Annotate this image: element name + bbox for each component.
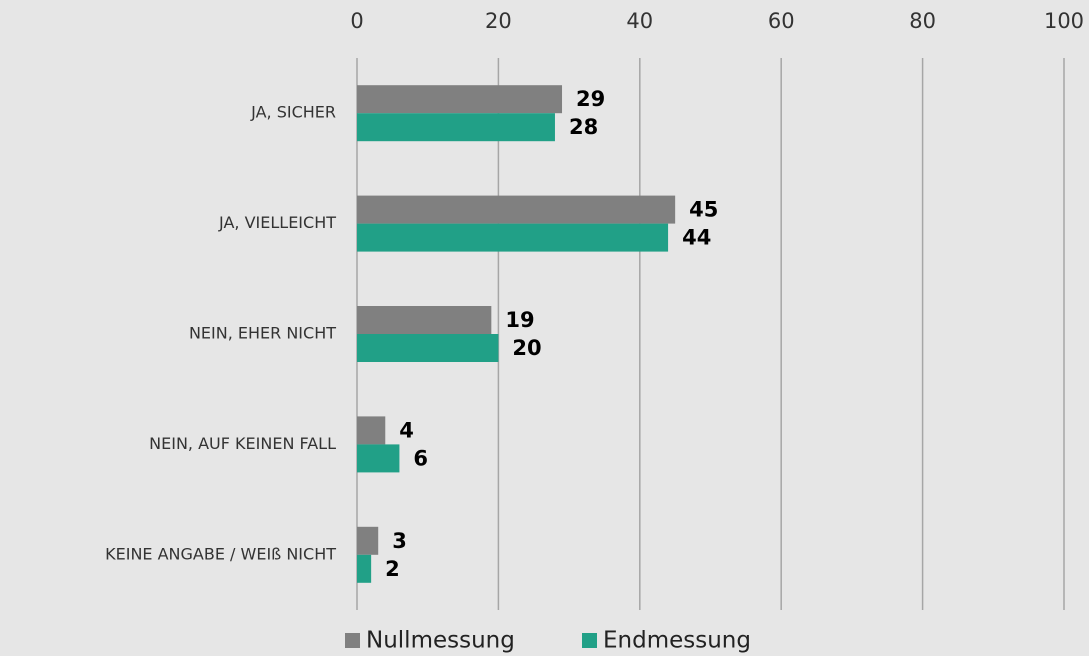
y-tick-label: JA, SICHER <box>250 103 336 122</box>
bar <box>357 195 676 224</box>
y-tick-label: NEIN, EHER NICHT <box>189 324 336 343</box>
y-tick-label: NEIN, AUF KEINEN FALL <box>149 434 336 453</box>
bar <box>357 416 386 445</box>
bar <box>357 526 379 555</box>
legend-swatch <box>582 633 597 648</box>
value-label: 44 <box>682 226 711 250</box>
value-label: 29 <box>576 87 605 111</box>
y-tick-label: JA, VIELLEICHT <box>218 213 336 232</box>
value-label: 45 <box>689 198 718 222</box>
value-label: 3 <box>392 529 407 553</box>
value-label: 4 <box>399 418 414 442</box>
bar <box>357 444 400 473</box>
bar <box>357 113 555 142</box>
value-label: 19 <box>505 308 534 332</box>
bar <box>357 306 492 334</box>
legend-label: Nullmessung <box>366 628 515 654</box>
bar <box>357 223 669 252</box>
x-tick-label: 20 <box>485 9 512 33</box>
x-tick-label: 40 <box>626 9 653 33</box>
y-tick-label: KEINE ANGABE / WEIß NICHT <box>105 544 336 563</box>
x-tick-label: 0 <box>350 9 363 33</box>
value-label: 6 <box>413 446 428 470</box>
legend-label: Endmessung <box>603 628 751 654</box>
bar <box>357 334 499 362</box>
value-label: 28 <box>569 115 598 139</box>
legend-swatch <box>345 633 360 648</box>
bar <box>357 554 372 583</box>
x-tick-label: 60 <box>768 9 795 33</box>
x-tick-label: 100 <box>1044 9 1084 33</box>
value-label: 20 <box>512 336 541 360</box>
x-tick-label: 80 <box>909 9 936 33</box>
value-label: 2 <box>385 557 400 581</box>
bar <box>357 85 563 114</box>
